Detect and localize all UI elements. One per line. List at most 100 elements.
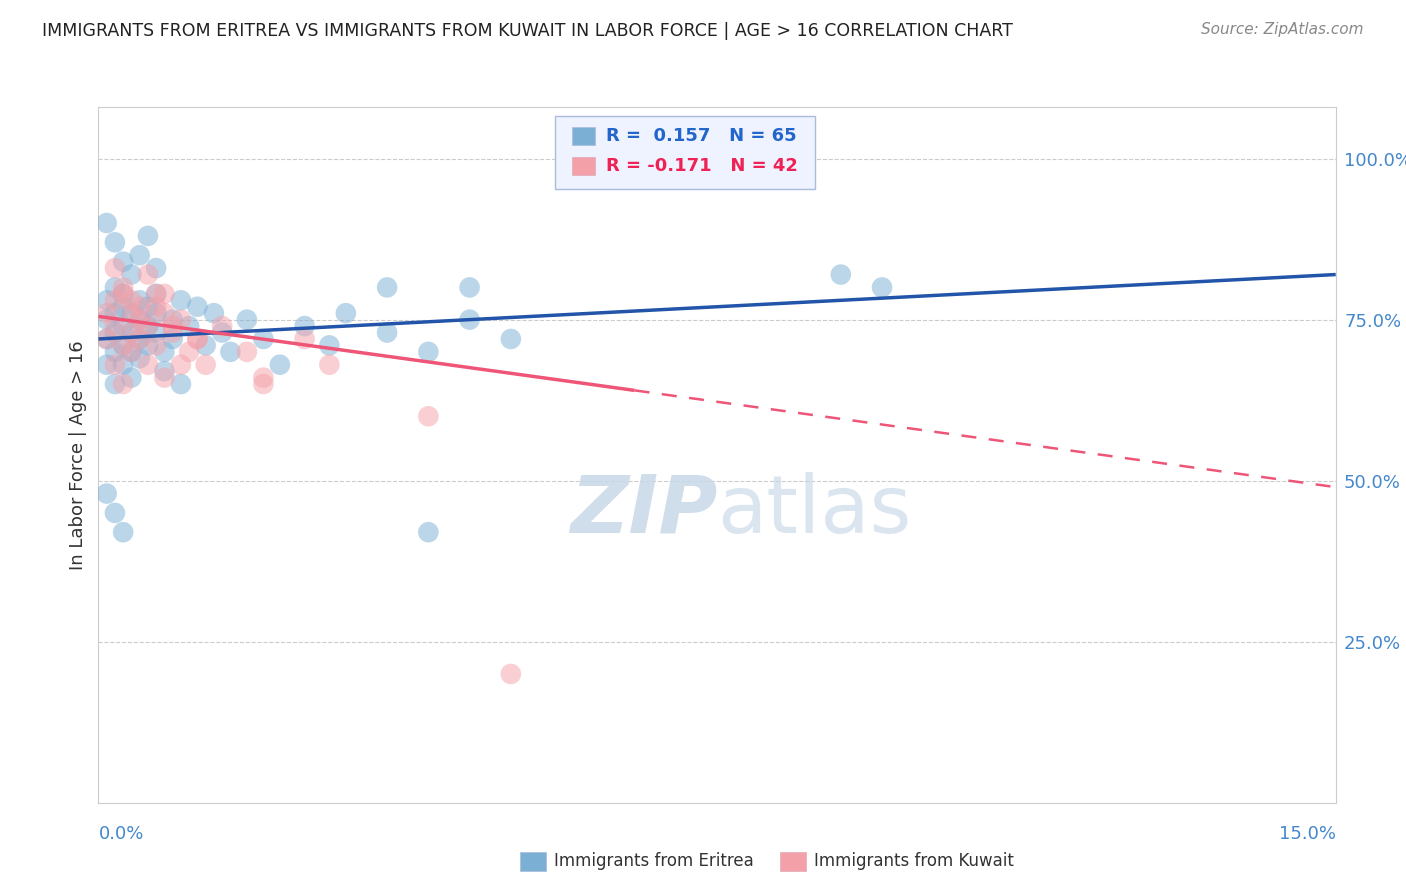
Point	[870, 280, 893, 294]
Point	[153, 364, 176, 378]
Point	[179, 344, 201, 359]
Point	[104, 506, 127, 520]
Text: ZIP: ZIP	[569, 472, 717, 549]
Point	[145, 300, 167, 314]
Text: 0.0%: 0.0%	[98, 825, 143, 843]
Point	[112, 338, 135, 352]
Point	[335, 306, 357, 320]
Point	[186, 332, 208, 346]
Point	[153, 286, 176, 301]
Point	[96, 293, 118, 308]
Point	[96, 486, 118, 500]
Point	[96, 332, 118, 346]
Point	[294, 319, 316, 334]
Point	[112, 525, 135, 540]
Point	[499, 332, 522, 346]
Point	[104, 326, 127, 340]
Text: R =  0.157   N = 65: R = 0.157 N = 65	[606, 127, 797, 145]
Point	[96, 216, 118, 230]
Point	[128, 312, 150, 326]
Point	[104, 319, 127, 334]
Point	[194, 338, 217, 352]
Point	[120, 293, 142, 308]
Text: Immigrants from Kuwait: Immigrants from Kuwait	[814, 852, 1014, 870]
Point	[145, 306, 167, 320]
Point	[236, 312, 259, 326]
Point	[120, 344, 142, 359]
Point	[128, 312, 150, 326]
Point	[170, 293, 193, 308]
Point	[136, 268, 159, 282]
Point	[104, 358, 127, 372]
Point	[112, 319, 135, 334]
Point	[120, 306, 142, 320]
Text: Immigrants from Eritrea: Immigrants from Eritrea	[554, 852, 754, 870]
Point	[294, 332, 316, 346]
Point	[112, 286, 135, 301]
Point	[375, 280, 398, 294]
Point	[179, 319, 201, 334]
Point	[211, 319, 233, 334]
Point	[104, 306, 127, 320]
Point	[236, 344, 259, 359]
Point	[375, 326, 398, 340]
Text: Source: ZipAtlas.com: Source: ZipAtlas.com	[1201, 22, 1364, 37]
Point	[499, 667, 522, 681]
Point	[252, 377, 274, 392]
Point	[153, 370, 176, 384]
Point	[104, 261, 127, 276]
Point	[128, 332, 150, 346]
Point	[186, 300, 208, 314]
Point	[418, 344, 440, 359]
Point	[112, 338, 135, 352]
Point	[104, 235, 127, 250]
Point	[153, 306, 176, 320]
Text: atlas: atlas	[717, 472, 911, 549]
Text: IMMIGRANTS FROM ERITREA VS IMMIGRANTS FROM KUWAIT IN LABOR FORCE | AGE > 16 CORR: IMMIGRANTS FROM ERITREA VS IMMIGRANTS FR…	[42, 22, 1014, 40]
Point	[194, 358, 217, 372]
Point	[145, 286, 167, 301]
Point	[202, 306, 225, 320]
Point	[112, 377, 135, 392]
Point	[120, 306, 142, 320]
Y-axis label: In Labor Force | Age > 16: In Labor Force | Age > 16	[69, 340, 87, 570]
Point	[418, 409, 440, 424]
Point	[170, 312, 193, 326]
Point	[145, 326, 167, 340]
Point	[458, 280, 481, 294]
Point	[145, 338, 167, 352]
Point	[136, 338, 159, 352]
Point	[136, 300, 159, 314]
Point	[418, 525, 440, 540]
Point	[128, 351, 150, 366]
Point	[96, 358, 118, 372]
Point	[128, 293, 150, 308]
Point	[219, 344, 242, 359]
Point	[269, 358, 291, 372]
Point	[136, 319, 159, 334]
Point	[120, 370, 142, 384]
Point	[830, 268, 852, 282]
Point	[136, 228, 159, 243]
Point	[112, 254, 135, 268]
Point	[120, 268, 142, 282]
Point	[104, 377, 127, 392]
Point	[162, 312, 184, 326]
Point	[145, 286, 167, 301]
Point	[170, 377, 193, 392]
Point	[104, 344, 127, 359]
Point	[170, 358, 193, 372]
Point	[112, 286, 135, 301]
Point	[458, 312, 481, 326]
Point	[252, 370, 274, 384]
Point	[104, 280, 127, 294]
Point	[96, 306, 118, 320]
Point	[120, 326, 142, 340]
Point	[162, 326, 184, 340]
Point	[186, 332, 208, 346]
Point	[153, 344, 176, 359]
Point	[136, 358, 159, 372]
Point	[120, 344, 142, 359]
Point	[162, 319, 184, 334]
Point	[112, 300, 135, 314]
